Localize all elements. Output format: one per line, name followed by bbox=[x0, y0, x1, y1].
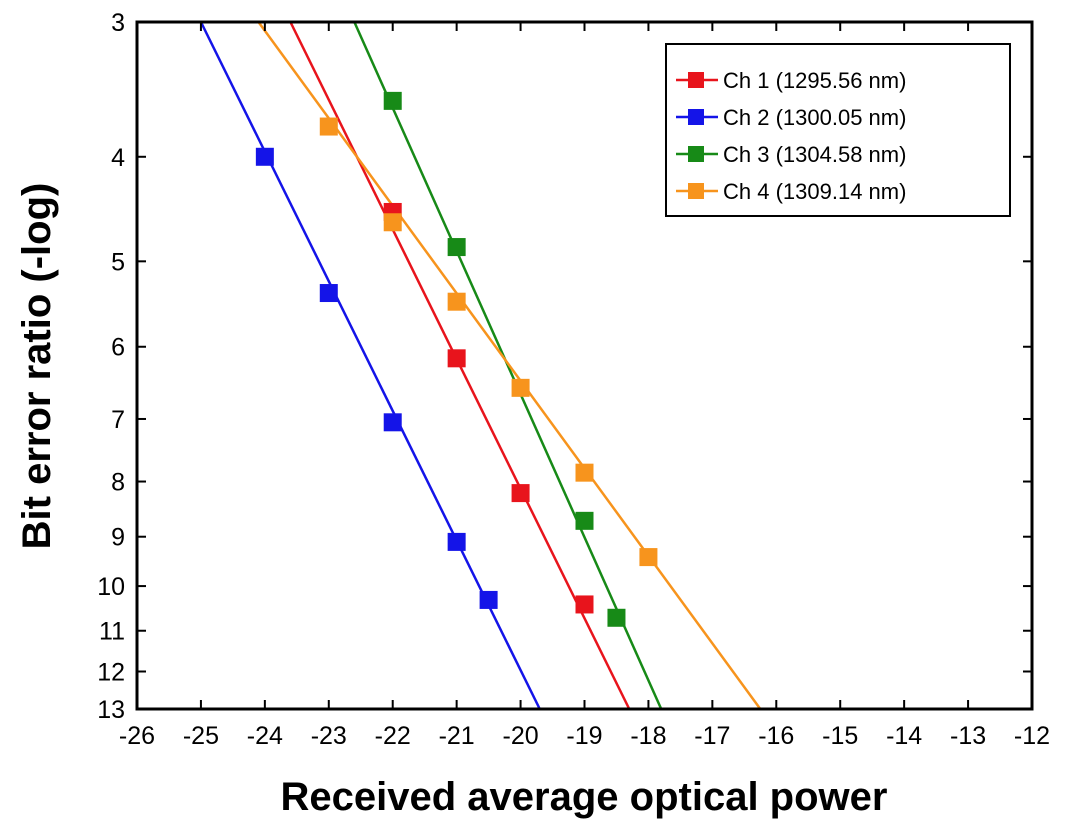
marker-ch1 bbox=[447, 349, 466, 368]
x-axis-title: Received average optical power bbox=[281, 775, 888, 819]
series-line-ch3 bbox=[353, 21, 663, 710]
x-tick-label: -22 bbox=[375, 722, 411, 750]
x-tick-label: -20 bbox=[503, 722, 539, 750]
y-axis-title: Bit error ratio (-log) bbox=[15, 183, 59, 550]
legend-label-ch2: Ch 2 (1300.05 nm) bbox=[723, 105, 906, 130]
marker-ch1 bbox=[511, 484, 530, 503]
y-axis-ticks: 3 4 5 6 7 8 9 10 11 12 13 bbox=[97, 9, 1032, 724]
legend: Ch 1 (1295.56 nm) Ch 2 (1300.05 nm) Ch 3 (… bbox=[665, 43, 1011, 217]
y-tick-label: 5 bbox=[111, 248, 125, 276]
x-tick-label: -14 bbox=[886, 722, 922, 750]
y-tick-label: 8 bbox=[111, 469, 125, 497]
marker-ch4 bbox=[511, 378, 530, 397]
y-tick-label: 13 bbox=[97, 696, 125, 724]
x-tick-label: -18 bbox=[630, 722, 666, 750]
data-markers bbox=[255, 91, 658, 627]
marker-ch2 bbox=[383, 413, 402, 432]
legend-label-ch3: Ch 3 (1304.58 nm) bbox=[723, 142, 906, 167]
x-tick-label: -25 bbox=[183, 722, 219, 750]
marker-ch4 bbox=[639, 548, 658, 567]
y-tick-label: 11 bbox=[99, 618, 125, 646]
marker-ch4 bbox=[383, 213, 402, 232]
x-tick-label: -16 bbox=[758, 722, 794, 750]
marker-ch3 bbox=[447, 238, 466, 257]
legend-label-ch4: Ch 4 (1309.14 nm) bbox=[723, 179, 906, 204]
x-tick-label: -12 bbox=[1014, 722, 1050, 750]
y-tick-label: 4 bbox=[111, 144, 125, 172]
legend-label-ch1: Ch 1 (1295.56 nm) bbox=[723, 68, 906, 93]
x-tick-label: -23 bbox=[311, 722, 347, 750]
legend-marker-ch1 bbox=[688, 72, 704, 88]
legend-box bbox=[665, 43, 1011, 217]
legend-marker-ch3 bbox=[688, 146, 704, 162]
x-tick-label: -13 bbox=[950, 722, 986, 750]
legend-marker-ch2 bbox=[688, 109, 704, 125]
series-line-ch4 bbox=[257, 21, 762, 710]
x-tick-label: -19 bbox=[566, 722, 602, 750]
marker-ch2 bbox=[319, 284, 338, 303]
x-axis-ticks: -26 -25 -24 -23 -22 -21 -20 -19 -18 -17 -16 -15 -14-… bbox=[119, 22, 1050, 750]
y-tick-label: 12 bbox=[97, 658, 125, 686]
marker-ch2 bbox=[255, 147, 274, 166]
marker-ch1 bbox=[575, 595, 594, 614]
y-tick-label: 9 bbox=[111, 524, 125, 552]
marker-ch3 bbox=[607, 608, 626, 627]
marker-ch2 bbox=[447, 532, 466, 551]
marker-ch3 bbox=[575, 511, 594, 530]
y-tick-label: 10 bbox=[97, 573, 125, 601]
marker-ch4 bbox=[575, 463, 594, 482]
marker-ch4 bbox=[447, 292, 466, 311]
x-tick-label: -17 bbox=[694, 722, 730, 750]
x-tick-label: -26 bbox=[119, 722, 155, 750]
legend-marker-ch4 bbox=[688, 183, 704, 199]
x-tick-label: -15 bbox=[822, 722, 858, 750]
y-tick-label: 6 bbox=[111, 334, 125, 362]
marker-ch4 bbox=[319, 117, 338, 136]
x-tick-label: -21 bbox=[439, 722, 475, 750]
y-tick-label: 3 bbox=[111, 9, 125, 37]
y-tick-label: 7 bbox=[111, 406, 125, 434]
x-tick-label: -24 bbox=[247, 722, 283, 750]
marker-ch3 bbox=[383, 91, 402, 110]
marker-ch2 bbox=[479, 590, 498, 609]
